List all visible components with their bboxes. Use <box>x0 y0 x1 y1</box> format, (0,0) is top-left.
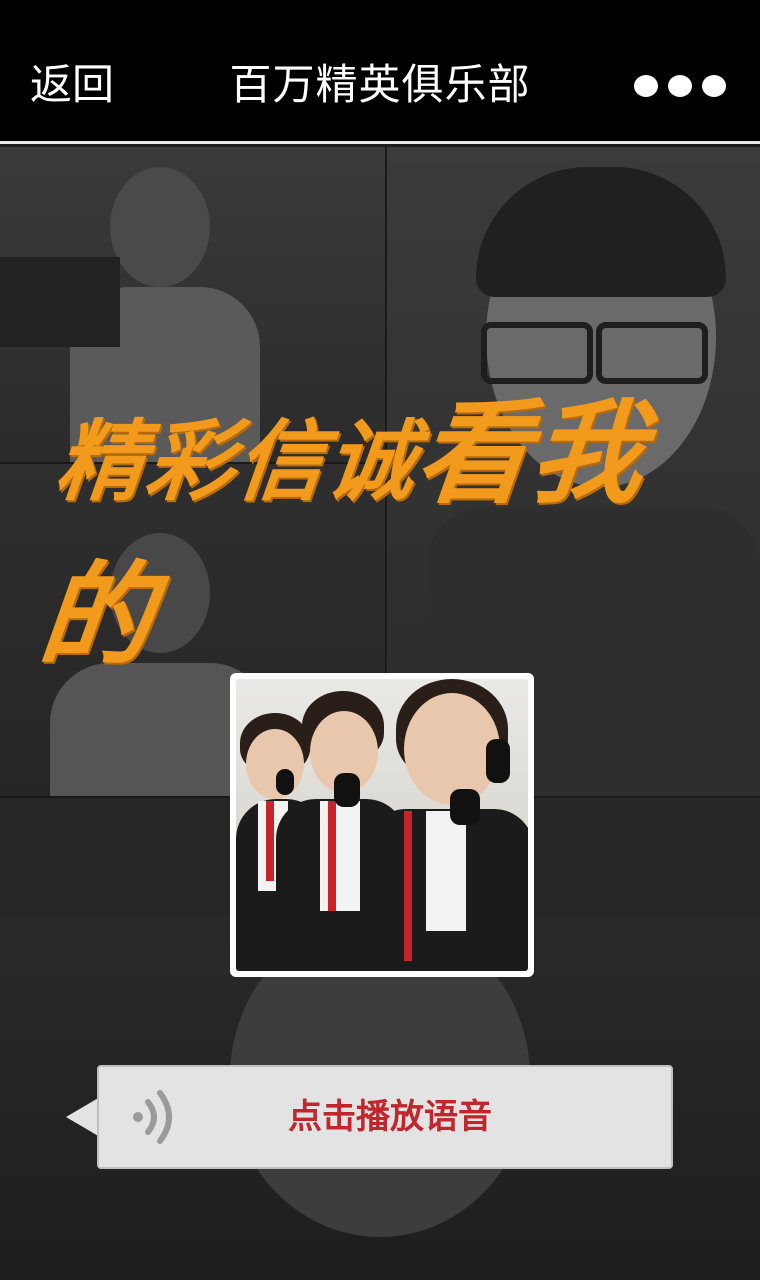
more-dot <box>668 75 692 97</box>
voice-bubble-tail <box>66 1097 100 1137</box>
background-collage <box>0 147 760 1280</box>
team-photo <box>236 679 528 971</box>
more-dot <box>702 75 726 97</box>
play-voice-button[interactable] <box>97 1065 673 1169</box>
page-title: 百万精英俱乐部 <box>229 60 531 109</box>
play-voice-label: 点击播放语音 <box>288 1097 492 1137</box>
more-dots-icon[interactable] <box>634 74 726 98</box>
top-nav-bar: 返回 百万精英俱乐部 <box>0 0 760 144</box>
sound-wave-icon <box>133 1090 172 1144</box>
background-photo-agent-female <box>386 147 760 797</box>
slogan-text: 精彩信诚看我的 <box>33 363 727 687</box>
more-dot <box>634 75 658 97</box>
slogan-banner: 精彩信诚看我的 <box>34 388 710 681</box>
background-photo-agent-male <box>0 147 386 463</box>
slogan-part-1: 精彩信诚 <box>51 409 423 513</box>
team-photo-frame <box>230 673 534 977</box>
back-button[interactable]: 返回 <box>30 60 115 109</box>
